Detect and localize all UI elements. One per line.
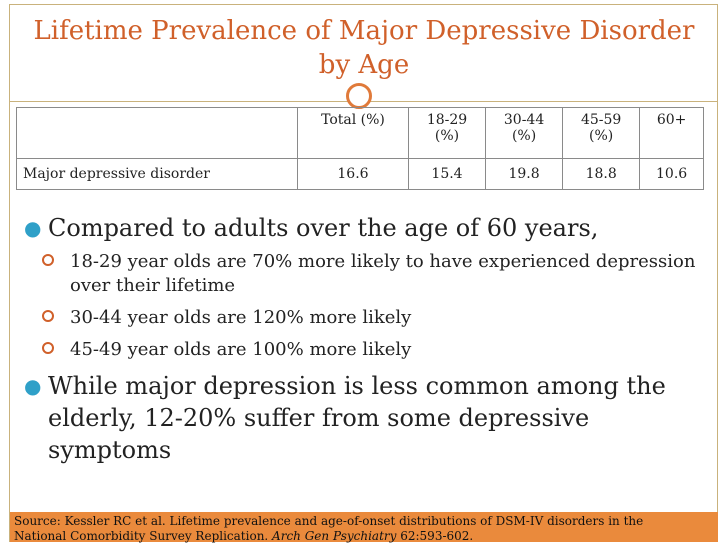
header-18-29-line2: (%) bbox=[434, 128, 460, 144]
value-30-44: 19.8 bbox=[485, 158, 564, 190]
header-30-44-line2: (%) bbox=[511, 128, 537, 144]
sub-bullet-ring-icon bbox=[42, 310, 54, 322]
sub-bullet-item: 18-29 year olds are 70% more likely to h… bbox=[18, 250, 708, 298]
header-45-59-line2: (%) bbox=[589, 128, 614, 144]
header-cell-30-44: 30-44 (%) bbox=[485, 107, 564, 159]
prevalence-table: Total (%) 18-29 (%) 30-44 (%) 45-59 (%) … bbox=[16, 107, 704, 190]
sub-bullet-item: 30-44 year olds are 120% more likely bbox=[18, 306, 708, 330]
table-header-row: Total (%) 18-29 (%) 30-44 (%) 45-59 (%) … bbox=[16, 107, 704, 159]
header-cell-45-59: 45-59 (%) bbox=[562, 107, 641, 159]
header-total-line1: Total (%) bbox=[321, 112, 385, 128]
source-citation: Source: Kessler RC et al. Lifetime preva… bbox=[10, 512, 718, 544]
title-line-1: Lifetime Prevalence of Major Depressive … bbox=[33, 16, 695, 46]
source-plain: National Comorbidity Survey Replication. bbox=[14, 529, 273, 543]
source-line-2: National Comorbidity Survey Replication.… bbox=[14, 529, 714, 544]
header-45-59-line1: 45-59 bbox=[580, 112, 622, 128]
sub-bullet-item: 45-49 year olds are 100% more likely bbox=[18, 338, 708, 362]
header-cell-60-plus: 60+ bbox=[639, 107, 704, 159]
decorative-ring-icon bbox=[346, 83, 372, 109]
value-45-59: 18.8 bbox=[562, 158, 641, 190]
bullet-list: ● Compared to adults over the age of 60 … bbox=[18, 212, 708, 472]
source-end: 62:593-602. bbox=[396, 529, 474, 543]
header-18-29-line1: 18-29 bbox=[426, 112, 468, 128]
sub-bullet-ring-icon bbox=[42, 342, 54, 354]
row-label: Major depressive disorder bbox=[16, 158, 298, 190]
table-row: Major depressive disorder 16.6 15.4 19.8… bbox=[16, 158, 704, 190]
slide-title: Lifetime Prevalence of Major Depressive … bbox=[10, 14, 718, 82]
bullet-item: ● While major depression is less common … bbox=[18, 370, 708, 466]
bullet-text: Compared to adults over the age of 60 ye… bbox=[48, 214, 599, 242]
value-60-plus: 10.6 bbox=[639, 158, 704, 190]
bullet-icon: ● bbox=[24, 374, 42, 398]
title-line-2: by Age bbox=[318, 50, 410, 80]
source-journal: Arch Gen Psychiatry bbox=[272, 529, 397, 543]
bullet-text: While major depression is less common am… bbox=[48, 372, 666, 464]
bullet-item: ● Compared to adults over the age of 60 … bbox=[18, 212, 708, 244]
value-18-29: 15.4 bbox=[407, 158, 487, 190]
sub-bullet-text: 30-44 year olds are 120% more likely bbox=[70, 307, 412, 328]
value-total: 16.6 bbox=[297, 158, 409, 190]
sub-bullet-ring-icon bbox=[42, 254, 54, 266]
header-60-plus-line1: 60+ bbox=[656, 112, 687, 128]
bullet-icon: ● bbox=[24, 216, 42, 240]
header-cell-18-29: 18-29 (%) bbox=[407, 107, 487, 159]
sub-bullet-text: 45-49 year olds are 100% more likely bbox=[70, 339, 412, 360]
header-30-44-line1: 30-44 bbox=[503, 112, 545, 128]
header-cell-total: Total (%) bbox=[297, 107, 409, 159]
sub-bullet-text: 18-29 year olds are 70% more likely to h… bbox=[70, 251, 696, 296]
header-cell-empty bbox=[16, 107, 298, 159]
source-line-1: Source: Kessler RC et al. Lifetime preva… bbox=[14, 514, 644, 528]
